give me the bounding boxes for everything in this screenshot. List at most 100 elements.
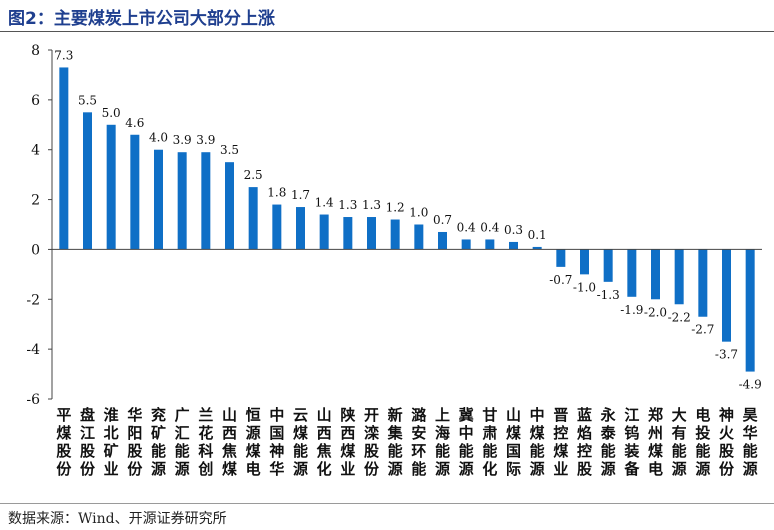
y-tick-label: 2 xyxy=(31,193,40,209)
bar-chart: -6 -4 -2 0 2 4 6 8 7.3 5.5 5.0 4.6 4.0 3.9 3.9 3.5 2.5 1… xyxy=(26,43,762,478)
bar xyxy=(343,217,353,250)
bar xyxy=(674,249,684,305)
data-label: 1.7 xyxy=(291,188,310,202)
data-label: -4.9 xyxy=(739,378,762,392)
bars xyxy=(59,67,755,372)
y-axis: -6 -4 -2 0 2 4 6 8 xyxy=(26,43,53,408)
category-label: 大有能源 xyxy=(672,406,687,478)
y-tick-label: 0 xyxy=(31,242,40,258)
y-tick-label: -6 xyxy=(26,392,40,408)
data-label: 0.1 xyxy=(528,228,547,242)
data-label: 5.5 xyxy=(78,93,97,107)
data-label: 1.3 xyxy=(362,198,381,212)
figure-title: 图2：主要煤炭上市公司大部分上涨 xyxy=(8,9,275,29)
data-label: -2.7 xyxy=(691,323,714,337)
bar xyxy=(367,217,376,250)
category-label: 蓝焰控股 xyxy=(577,406,593,478)
bar xyxy=(556,249,566,267)
category-label: 中国神华 xyxy=(269,406,284,478)
y-tick-label: 6 xyxy=(31,93,40,109)
bar xyxy=(106,124,116,250)
data-label: 1.8 xyxy=(267,186,286,200)
data-label: -2.0 xyxy=(644,305,667,319)
category-label: 华阳股份 xyxy=(127,406,143,478)
data-label: 1.0 xyxy=(409,206,428,220)
category-label: 永泰能源 xyxy=(600,406,617,478)
category-label: 上海能源 xyxy=(435,406,450,478)
source-note: 数据来源：Wind、开源证券研究所 xyxy=(8,511,227,527)
bar xyxy=(414,224,424,250)
data-label: 4.6 xyxy=(125,116,144,130)
category-label: 昊华能源 xyxy=(743,406,758,478)
category-label: 潞安环能 xyxy=(411,406,427,478)
bar xyxy=(651,249,660,300)
bar xyxy=(603,249,613,282)
category-label: 甘肃能化 xyxy=(482,406,497,478)
bar xyxy=(225,162,234,250)
bar xyxy=(177,152,187,250)
data-label: 1.4 xyxy=(315,196,334,210)
bar xyxy=(509,241,518,250)
data-label: 0.3 xyxy=(504,223,523,237)
data-label: -1.0 xyxy=(573,280,596,294)
bar xyxy=(532,246,542,250)
bar xyxy=(722,249,731,342)
data-label: 4.0 xyxy=(149,131,168,145)
bar xyxy=(438,231,447,250)
category-label: 山西焦煤 xyxy=(221,406,237,478)
category-label: 冀中能源 xyxy=(459,406,474,478)
data-label: -2.2 xyxy=(668,310,691,324)
category-label: 陕西煤业 xyxy=(340,406,355,478)
bar xyxy=(154,149,163,250)
category-label: 开滦股份 xyxy=(364,406,380,478)
bar xyxy=(83,112,92,250)
bar xyxy=(201,152,211,250)
bar xyxy=(390,219,400,250)
category-label: 广汇能源 xyxy=(175,406,190,478)
data-label: -3.7 xyxy=(715,348,738,362)
footer-divider xyxy=(0,503,774,504)
data-label: 0.7 xyxy=(433,213,452,227)
category-label: 郑州煤电 xyxy=(647,406,663,478)
category-label: 兰花科创 xyxy=(197,406,213,478)
data-labels: 7.3 5.5 5.0 4.6 4.0 3.9 3.9 3.5 2.5 1.8 1.7 1.4 1.3 1… xyxy=(54,48,761,391)
y-tick-label: 8 xyxy=(31,43,40,59)
data-label: 3.5 xyxy=(220,143,239,157)
y-tick-label: 4 xyxy=(31,143,40,159)
category-label: 山煤国际 xyxy=(506,406,521,478)
bar xyxy=(485,239,495,250)
data-label: -0.7 xyxy=(549,273,572,287)
data-label: 3.9 xyxy=(173,133,192,147)
category-label: 晋控煤业 xyxy=(553,406,568,478)
bar xyxy=(248,187,258,250)
category-label: 神火股份 xyxy=(719,406,735,478)
category-label: 恒源煤电 xyxy=(246,406,261,478)
bar xyxy=(319,214,329,250)
bar xyxy=(296,207,305,250)
bar xyxy=(698,249,708,317)
y-tick-label: -2 xyxy=(26,292,40,308)
y-tick-label: -4 xyxy=(26,342,40,358)
data-label: 5.0 xyxy=(102,106,121,120)
data-label: 0.4 xyxy=(480,220,499,234)
bar xyxy=(461,239,471,250)
data-label: -1.9 xyxy=(620,303,643,317)
category-label: 中煤能源 xyxy=(530,406,545,478)
data-label: -1.3 xyxy=(597,288,620,302)
bar xyxy=(580,249,589,275)
data-label: 2.5 xyxy=(244,168,263,182)
category-label: 江钨装备 xyxy=(623,406,640,478)
title-divider xyxy=(0,31,774,32)
category-label: 淮北矿业 xyxy=(104,406,119,478)
bar xyxy=(272,204,282,250)
category-label: 兖矿能源 xyxy=(151,406,166,478)
category-label: 盘江股份 xyxy=(80,406,96,478)
bar xyxy=(59,67,69,250)
data-label: 0.4 xyxy=(457,220,476,234)
data-label: 1.3 xyxy=(338,198,357,212)
data-label: 3.9 xyxy=(196,133,215,147)
bar xyxy=(745,249,755,372)
category-label: 新集能源 xyxy=(387,406,404,478)
category-labels: 平煤股份盘江股份淮北矿业华阳股份兖矿能源广汇能源兰花科创山西焦煤恒源煤电中国神华… xyxy=(56,406,757,478)
category-label: 山西焦化 xyxy=(316,406,332,478)
